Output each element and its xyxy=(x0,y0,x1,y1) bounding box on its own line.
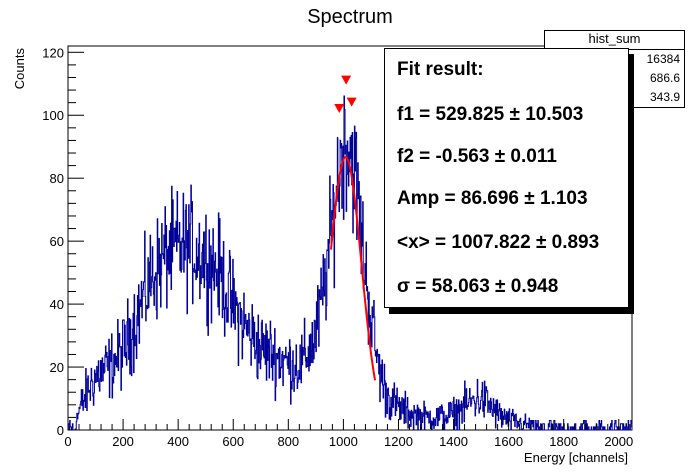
x-tick-label: 800 xyxy=(277,434,299,449)
x-tick-label: 600 xyxy=(222,434,244,449)
peak-marker-2 xyxy=(341,75,352,85)
x-tick-label: 2000 xyxy=(604,434,633,449)
histogram-line xyxy=(67,95,633,431)
chart-title: Spectrum xyxy=(307,6,393,28)
fit-param-mean: <x> = 1007.822 ± 0.893 xyxy=(397,232,600,253)
fit-layer xyxy=(330,156,377,381)
stats-std-dev: 343.9 xyxy=(649,90,680,104)
x-tick-label: 1800 xyxy=(549,434,578,449)
y-tick-label: 60 xyxy=(50,234,64,249)
fit-param-amp: Amp = 86.696 ± 1.103 xyxy=(397,188,588,209)
peak-marker-layer xyxy=(334,75,357,113)
y-tick-label: 40 xyxy=(50,297,64,312)
x-tick-label: 1000 xyxy=(329,434,358,449)
fit-param-f2: f2 = -0.563 ± 0.011 xyxy=(397,146,557,167)
x-tick-label: 0 xyxy=(64,434,71,449)
x-tick-label: 400 xyxy=(167,434,189,449)
x-tick-label: 1200 xyxy=(384,434,413,449)
y-tick-label: 20 xyxy=(50,360,64,375)
y-tick-label: 100 xyxy=(42,108,64,123)
fit-result-box: Fit result: f1 = 529.825 ± 10.503 f2 = -… xyxy=(384,48,629,308)
x-tick-label: 1600 xyxy=(494,434,523,449)
fit-result-title: Fit result: xyxy=(397,59,484,80)
x-tick-label: 200 xyxy=(112,434,134,449)
peak-marker-3 xyxy=(346,97,357,107)
y-tick-label: 120 xyxy=(42,45,64,60)
axes-layer: 0 200 400 600 800 1000 1200 1400 1600 1800 2000 0 20… xyxy=(42,45,633,449)
x-tick-label: 1400 xyxy=(439,434,468,449)
histogram-layer xyxy=(67,95,633,431)
fit-param-f1: f1 = 529.825 ± 10.503 xyxy=(397,104,584,125)
x-axis-label: Energy [channels] xyxy=(524,450,628,465)
stats-entries: 16384 xyxy=(646,52,680,66)
y-tick-label: 80 xyxy=(50,171,64,186)
fit-curve xyxy=(330,156,377,381)
stats-mean: 686.6 xyxy=(649,71,680,85)
fit-param-sigma: σ = 58.063 ± 0.948 xyxy=(397,276,559,297)
y-tick-label: 0 xyxy=(57,423,64,438)
peak-marker-1 xyxy=(334,103,345,113)
y-axis-label: Counts xyxy=(12,48,27,90)
